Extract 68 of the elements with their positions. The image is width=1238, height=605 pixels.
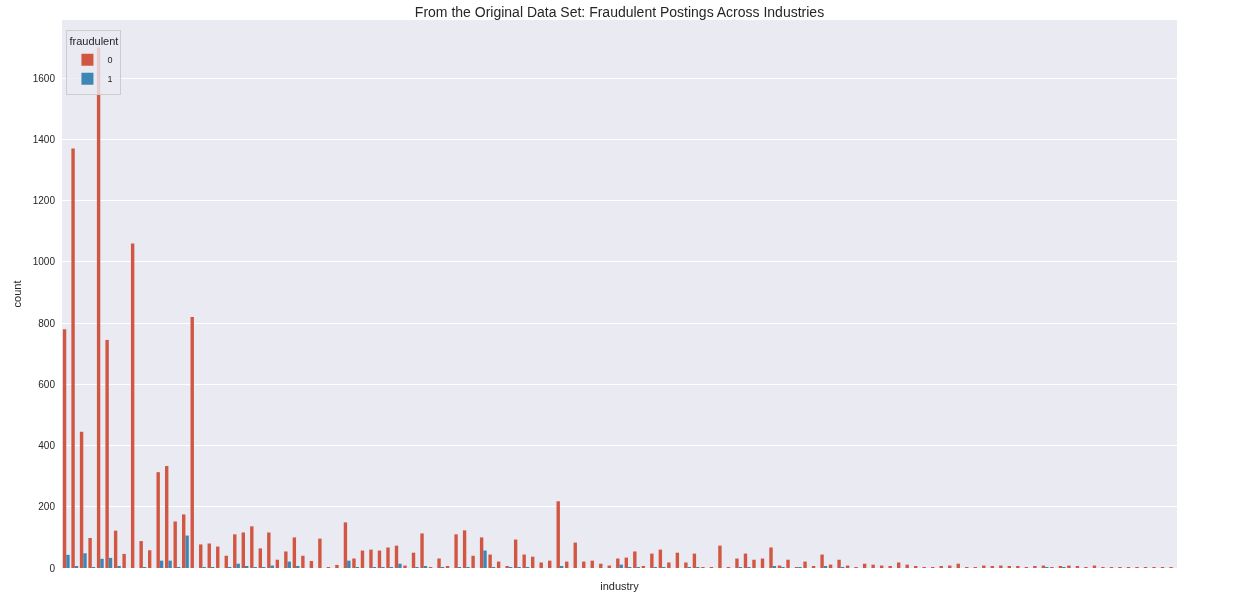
chart-title: From the Original Data Set: Fraudulent Postings Across Industries <box>414 3 825 20</box>
bar <box>786 559 790 568</box>
bar <box>100 558 104 568</box>
bar <box>352 558 356 568</box>
bar <box>398 563 402 568</box>
bar <box>650 553 654 568</box>
bar <box>88 538 92 568</box>
legend-label: 1 <box>107 74 113 85</box>
legend-label: 0 <box>107 55 113 66</box>
bar <box>1067 565 1071 568</box>
bar <box>199 544 203 568</box>
bar <box>735 558 739 568</box>
bar <box>820 554 824 568</box>
bar <box>258 548 263 568</box>
y-tick-label: 1000 <box>32 256 56 268</box>
bar <box>999 565 1003 568</box>
bar <box>267 532 271 568</box>
bar <box>871 564 875 568</box>
bar <box>437 558 441 568</box>
bar <box>403 565 407 568</box>
bar <box>335 564 339 568</box>
bar <box>837 559 841 568</box>
y-tick-label: 1400 <box>32 133 56 145</box>
bar <box>185 535 189 568</box>
bar <box>483 550 487 568</box>
bar <box>522 554 526 568</box>
y-tick-label: 400 <box>38 440 56 452</box>
bar <box>718 545 722 568</box>
bar <box>667 562 671 568</box>
bar <box>347 560 351 568</box>
bar <box>139 541 143 568</box>
y-tick-label: 0 <box>49 562 56 574</box>
bar <box>420 533 424 568</box>
y-tick-label: 600 <box>38 378 56 390</box>
bar <box>616 558 620 568</box>
bar <box>803 561 807 568</box>
bar <box>369 549 373 568</box>
bar <box>122 553 126 568</box>
bar <box>83 553 87 568</box>
bar <box>769 547 773 568</box>
y-tick-label: 1200 <box>32 195 56 207</box>
legend-title: fraudulent <box>69 35 119 48</box>
y-axis-title: count <box>11 280 24 308</box>
y-tick-label: 800 <box>38 317 56 329</box>
bar <box>168 560 172 568</box>
bar <box>684 562 688 568</box>
bar <box>454 534 458 568</box>
bar <box>488 554 492 568</box>
bar <box>471 555 475 568</box>
bar <box>896 562 901 568</box>
bar <box>156 472 160 568</box>
bar <box>905 564 909 568</box>
bar <box>71 148 75 568</box>
bar <box>633 551 637 568</box>
bar <box>284 551 288 568</box>
bar <box>250 526 254 568</box>
bar <box>318 538 322 568</box>
bar <box>301 555 305 568</box>
bar <box>105 339 109 568</box>
bar <box>236 563 240 568</box>
bar <box>539 562 543 568</box>
bar <box>752 559 756 568</box>
x-axis-title: industry <box>600 580 640 593</box>
bar <box>66 554 70 568</box>
y-tick-label: 200 <box>38 501 56 513</box>
bar <box>147 550 152 568</box>
y-tick-label: 1600 <box>32 72 56 84</box>
bar <box>386 547 390 568</box>
